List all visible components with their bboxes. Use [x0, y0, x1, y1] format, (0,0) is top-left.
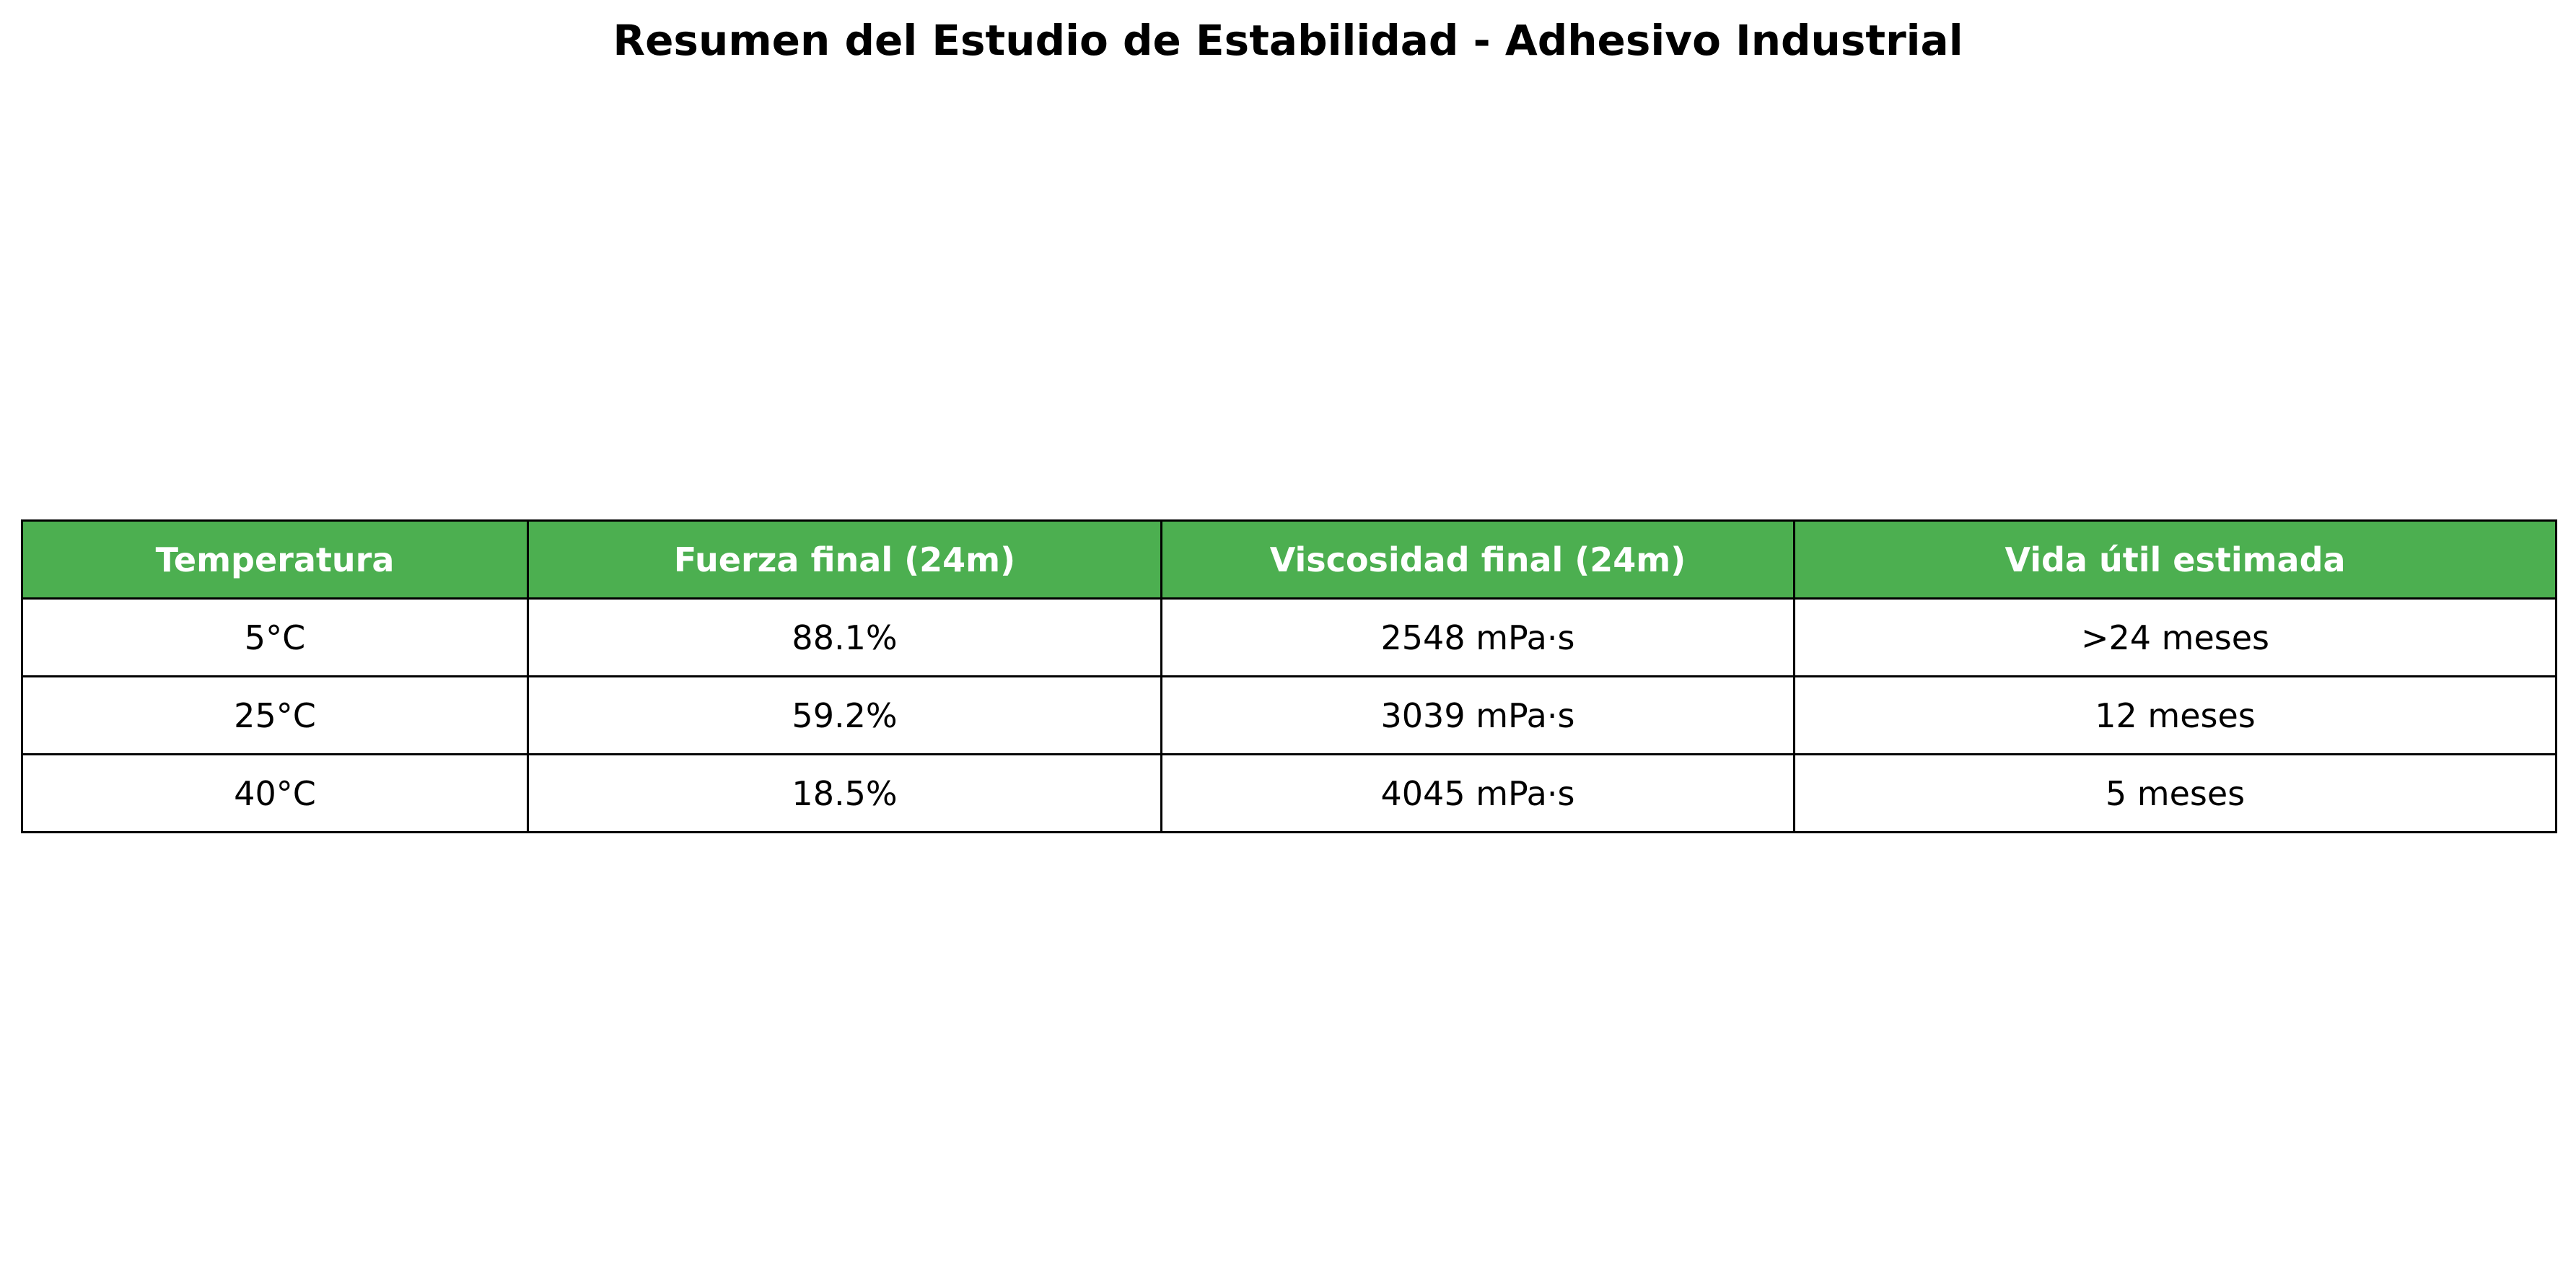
stability-summary-table: Temperatura Fuerza final (24m) Viscosida…: [21, 519, 2557, 833]
table-cell-temperatura: 40°C: [21, 753, 529, 833]
table-cell-vida-util: 12 meses: [1793, 675, 2557, 755]
table-header-row: Temperatura Fuerza final (24m) Viscosida…: [21, 519, 2557, 600]
table-row: 25°C 59.2% 3039 mPa·s 12 meses: [21, 675, 2557, 755]
table-row: 5°C 88.1% 2548 mPa·s >24 meses: [21, 597, 2557, 677]
table-cell-viscosidad-final: 3039 mPa·s: [1160, 675, 1795, 755]
table-cell-viscosidad-final: 4045 mPa·s: [1160, 753, 1795, 833]
table-cell-viscosidad-final: 2548 mPa·s: [1160, 597, 1795, 677]
chart-title: Resumen del Estudio de Estabilidad - Adh…: [613, 16, 1963, 65]
column-header-temperatura: Temperatura: [21, 519, 529, 600]
column-header-vida-util: Vida útil estimada: [1793, 519, 2557, 600]
table-cell-vida-util: 5 meses: [1793, 753, 2557, 833]
table-cell-fuerza-final: 18.5%: [527, 753, 1162, 833]
column-header-viscosidad-final: Viscosidad final (24m): [1160, 519, 1795, 600]
table-cell-temperatura: 5°C: [21, 597, 529, 677]
table-cell-vida-util: >24 meses: [1793, 597, 2557, 677]
table-cell-fuerza-final: 59.2%: [527, 675, 1162, 755]
column-header-fuerza-final: Fuerza final (24m): [527, 519, 1162, 600]
table-cell-fuerza-final: 88.1%: [527, 597, 1162, 677]
table-row: 40°C 18.5% 4045 mPa·s 5 meses: [21, 753, 2557, 833]
table-cell-temperatura: 25°C: [21, 675, 529, 755]
